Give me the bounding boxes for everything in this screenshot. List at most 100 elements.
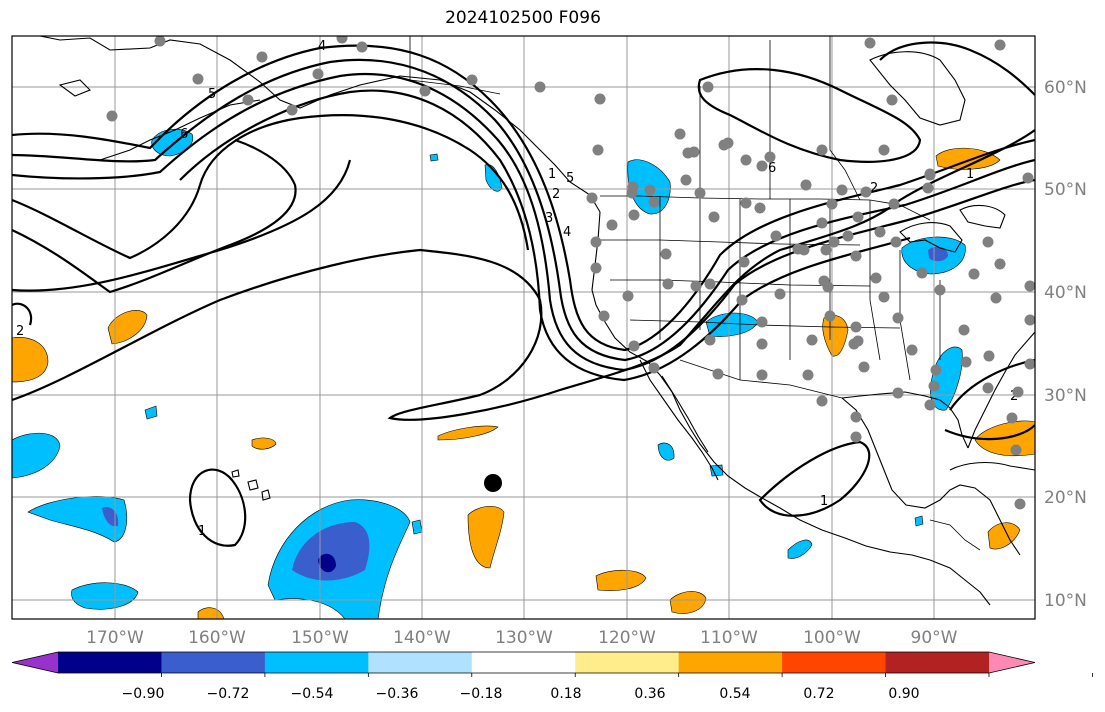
station-marker	[660, 248, 672, 260]
colorbar-extend-low	[12, 652, 58, 673]
station-marker	[764, 151, 776, 163]
contour-label: 2	[1010, 389, 1018, 404]
colorbar-tick-label: −0.36	[376, 686, 419, 702]
contour-label: 5	[566, 171, 574, 186]
station-marker	[1024, 280, 1035, 292]
station-marker	[738, 256, 750, 268]
station-marker	[590, 236, 602, 248]
station-marker	[818, 275, 830, 287]
station-marker	[1024, 314, 1035, 326]
station-marker	[754, 202, 766, 214]
station-marker	[798, 244, 810, 256]
lat-label: 30°N	[1044, 386, 1087, 406]
colorbar-tick-label: 0.90	[888, 686, 919, 702]
colorbar-segment	[368, 652, 473, 673]
lat-label: 20°N	[1044, 488, 1087, 508]
station-marker	[1014, 498, 1026, 510]
station-marker	[990, 292, 1002, 304]
station-marker	[598, 310, 610, 322]
station-marker	[806, 334, 818, 346]
station-marker	[994, 258, 1006, 270]
station-marker	[192, 73, 204, 85]
colorbar-segment	[782, 652, 887, 673]
lat-label: 10°N	[1044, 591, 1087, 611]
colorbar: −0.90 −0.72 −0.54 −0.36 −0.18 0.18 0.36 …	[11, 651, 1093, 702]
station-marker	[848, 338, 860, 350]
contour-label: 1	[966, 167, 974, 182]
contour-label: 1	[820, 494, 828, 509]
colorbar-segment	[885, 652, 990, 673]
station-marker	[850, 321, 862, 333]
colorbar-tick-label: 0.36	[634, 686, 665, 702]
station-marker	[934, 284, 946, 296]
station-marker	[594, 93, 606, 105]
station-marker	[890, 236, 902, 248]
station-marker	[648, 196, 660, 208]
station-marker	[592, 144, 604, 156]
contour-label: 2	[870, 181, 878, 196]
station-marker	[836, 184, 848, 196]
station-marker	[924, 169, 936, 181]
station-marker	[1012, 386, 1024, 398]
colorbar-tick-label: 0.72	[803, 686, 834, 702]
station-marker	[968, 268, 980, 280]
latitude-labels: 60°N 50°N 40°N 30°N 20°N 10°N	[1044, 78, 1087, 611]
station-marker	[820, 244, 832, 256]
contour-labels: 4 5 6 1 2 3 4 5 6 2 1 1 2 1 2	[16, 39, 1018, 539]
station-marker	[1010, 444, 1022, 456]
colorbar-segment	[575, 652, 680, 673]
station-marker	[816, 144, 828, 156]
map-title: 2024102500 F096	[445, 8, 601, 28]
lon-label: 110°W	[700, 628, 758, 648]
lon-label: 100°W	[803, 628, 861, 648]
station-marker	[756, 369, 768, 381]
contour-label: 5	[208, 87, 216, 102]
station-marker	[606, 219, 618, 231]
station-marker	[1022, 172, 1034, 184]
station-marker	[874, 226, 886, 238]
station-marker	[688, 146, 700, 158]
station-marker	[916, 267, 928, 279]
station-marker	[466, 74, 478, 86]
lon-label: 90°W	[911, 628, 958, 648]
contour-label: 3	[545, 211, 553, 226]
colorbar-ticks	[161, 673, 1093, 677]
station-marker	[870, 272, 882, 284]
station-marker	[256, 51, 268, 63]
contour-label: 1	[198, 524, 206, 539]
station-marker	[662, 278, 674, 290]
station-marker	[674, 128, 686, 140]
colorbar-tick-label: −0.18	[460, 686, 503, 702]
station-marker	[774, 288, 786, 300]
colorbar-segment	[678, 652, 783, 673]
station-marker	[702, 81, 714, 93]
station-marker	[680, 174, 692, 186]
colorbar-tick-label: 0.18	[550, 686, 581, 702]
colorbar-segment	[471, 652, 576, 673]
station-marker	[586, 192, 598, 204]
station-marker	[958, 324, 970, 336]
station-marker	[718, 139, 730, 151]
contour-label: 4	[318, 39, 326, 54]
station-marker	[736, 294, 748, 306]
colorbar-tick-label: −0.90	[122, 686, 165, 702]
political-borders	[409, 36, 981, 551]
station-marker	[982, 382, 994, 394]
colorbar-segment	[161, 652, 266, 673]
station-marker	[648, 362, 660, 374]
lon-label: 130°W	[495, 628, 553, 648]
station-marker	[892, 387, 904, 399]
contour-label: 4	[563, 225, 571, 240]
lat-label: 40°N	[1044, 283, 1087, 303]
station-marker	[800, 179, 812, 191]
station-marker	[628, 340, 640, 352]
station-marker	[802, 369, 814, 381]
station-marker	[828, 236, 840, 248]
station-marker	[886, 94, 898, 106]
station-marker	[878, 144, 890, 156]
station-marker	[712, 368, 724, 380]
station-marker	[770, 230, 782, 242]
station-marker	[842, 230, 854, 242]
station-markers	[106, 36, 1035, 510]
station-marker	[816, 395, 828, 407]
